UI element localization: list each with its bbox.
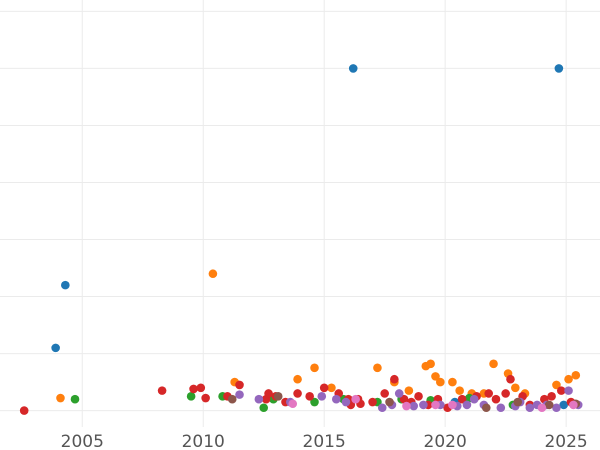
scatter-point-s4-1 xyxy=(254,394,264,404)
scatter-point-s4-9 xyxy=(409,401,419,411)
x-axis-tick-labels: 2005 2010 2015 2020 2025 xyxy=(61,432,588,450)
scatter-point-s3-2 xyxy=(189,384,198,394)
scatter-point-s3-31 xyxy=(491,394,501,404)
scatter-point-s1-10 xyxy=(431,372,440,381)
scatter-point-s1-19 xyxy=(552,380,561,390)
scatter-point-s1-21 xyxy=(571,370,581,380)
scatter-point-s1-15 xyxy=(489,359,498,369)
grid-lines xyxy=(0,0,600,427)
scatter-point-s1-17 xyxy=(511,383,520,393)
scatter-point-s4-3 xyxy=(317,392,327,401)
scatter-point-s3-20 xyxy=(380,389,389,398)
scatter-point-s3-38 xyxy=(556,386,566,395)
scatter-point-s3-32 xyxy=(501,389,510,398)
scatter-point-s3-33 xyxy=(506,374,515,384)
scatter-point-s1-3 xyxy=(293,374,302,384)
scatter-point-s6-3 xyxy=(431,400,440,410)
x-tick-label-0: 2005 xyxy=(61,432,104,450)
scatter-point-s3-24 xyxy=(414,392,423,401)
scatter-point-s0-3 xyxy=(554,64,564,73)
x-tick-label-3: 2020 xyxy=(424,432,467,450)
scatter-point-s5-0 xyxy=(227,394,237,404)
scatter-point-s4-6 xyxy=(377,403,387,413)
scatter-point-s4-22 xyxy=(552,403,561,413)
scatter-point-s3-37 xyxy=(547,392,556,401)
scatter-point-s5-3 xyxy=(481,403,491,413)
x-tick-label-2: 2015 xyxy=(303,432,346,450)
scatter-point-s1-11 xyxy=(436,377,445,387)
scatter-point-s6-6 xyxy=(448,400,457,410)
scatter-point-s3-22 xyxy=(399,394,409,404)
scatter-point-s1-6 xyxy=(373,363,382,373)
scatter-point-s4-16 xyxy=(496,403,506,413)
scatter-point-s1-12 xyxy=(448,377,457,387)
scatter-point-s3-6 xyxy=(235,380,244,390)
scatter-point-s4-10 xyxy=(419,400,428,410)
scatter-point-s5-4 xyxy=(513,397,523,407)
scatter-point-s1-1 xyxy=(208,269,218,279)
scatter-point-s5-1 xyxy=(273,392,283,401)
scatter-point-s3-13 xyxy=(319,383,329,393)
scatter-point-s6-1 xyxy=(351,394,360,404)
scatter-point-s2-5 xyxy=(310,397,319,407)
scatter-point-s6-4 xyxy=(569,400,578,410)
scatter-point-s4-0 xyxy=(235,390,244,399)
scatter-point-s0-0 xyxy=(51,343,60,353)
scatter-point-s3-1 xyxy=(157,386,167,395)
scatter-point-s2-3 xyxy=(259,403,269,413)
scatter-point-s0-6 xyxy=(559,400,569,410)
scatter-point-s1-20 xyxy=(564,374,573,384)
scatter-point-s3-4 xyxy=(201,393,210,403)
scatter-point-s1-0 xyxy=(56,393,65,403)
scatter-point-s4-13 xyxy=(462,400,472,410)
scatter-point-s6-2 xyxy=(402,401,411,411)
scatter-point-s4-19 xyxy=(525,403,535,413)
scatter-point-s3-12 xyxy=(305,392,314,401)
scatter-point-s5-5 xyxy=(544,400,554,410)
scatter-point-s3-19 xyxy=(368,397,377,407)
x-tick-label-1: 2010 xyxy=(182,432,225,450)
scatter-point-s4-8 xyxy=(394,389,404,398)
scatter-point-s2-0 xyxy=(70,394,80,404)
scatter-point-s6-0 xyxy=(288,399,298,409)
scatter-point-s3-28 xyxy=(457,394,467,404)
scatter-point-s5-2 xyxy=(385,397,394,407)
scatter-point-s6-5 xyxy=(537,403,547,413)
x-tick-label-4: 2025 xyxy=(544,432,587,450)
scatter-point-s1-5 xyxy=(327,383,336,393)
scatter-point-s4-4 xyxy=(331,394,341,404)
scatter-point-s3-30 xyxy=(484,389,494,398)
scatter-point-s1-13 xyxy=(455,386,464,395)
scatter-point-s3-0 xyxy=(19,406,29,415)
scatter-point-s3-11 xyxy=(293,389,302,398)
scatter-point-s4-23 xyxy=(564,386,573,395)
scatter-point-s0-1 xyxy=(61,280,70,290)
scatter-point-s1-4 xyxy=(310,363,319,373)
scatter-point-s3-21 xyxy=(390,374,399,384)
scatter-point-s1-9 xyxy=(426,359,435,369)
scatter-point-s0-2 xyxy=(348,64,358,73)
scatter-point-s4-5 xyxy=(341,397,351,407)
scatter-point-s2-1 xyxy=(186,392,196,401)
scatter-point-s3-8 xyxy=(264,389,273,398)
scatter-point-s1-23 xyxy=(404,386,414,395)
data-points xyxy=(19,64,583,415)
scatter-point-s3-3 xyxy=(196,383,206,393)
scatter-point-s4-14 xyxy=(469,394,479,404)
